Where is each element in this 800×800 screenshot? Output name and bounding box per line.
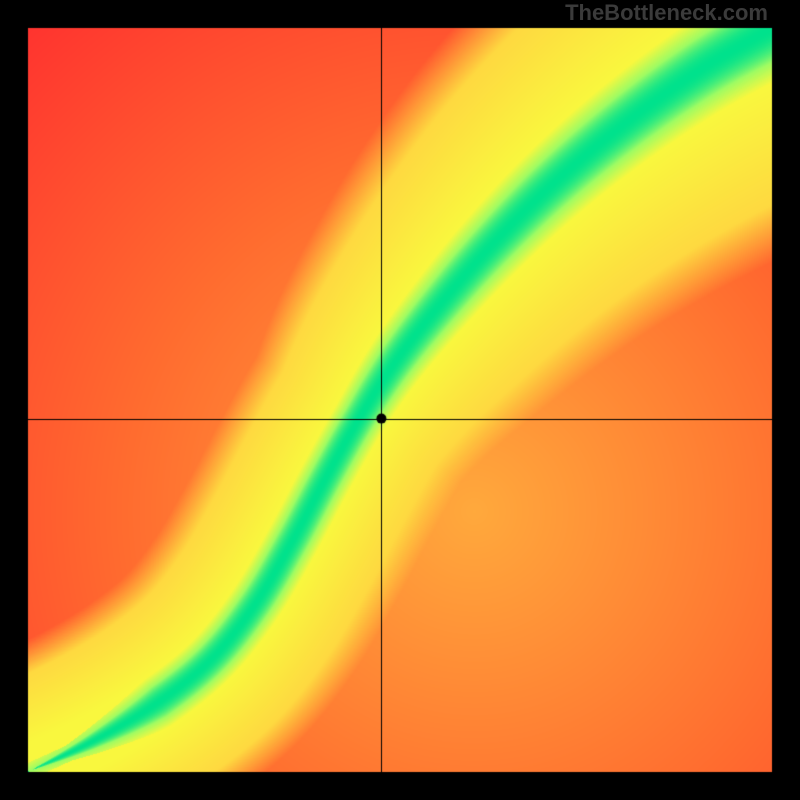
bottleneck-heatmap (0, 0, 800, 800)
